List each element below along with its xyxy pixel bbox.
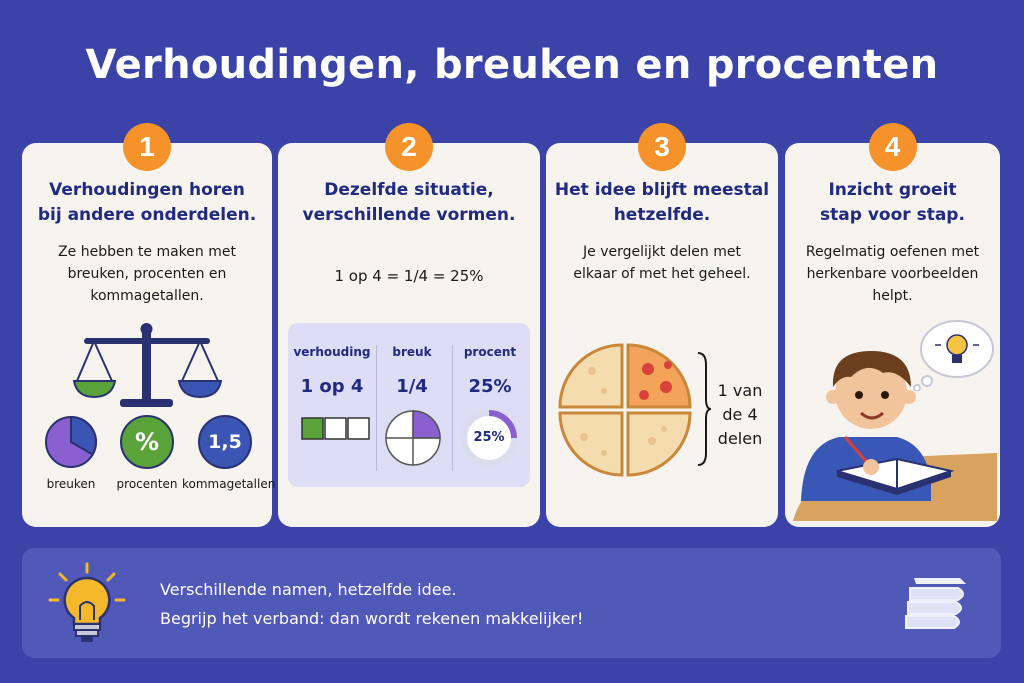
card-4: 4 Inzicht groeit stap voor stap. Regelma…	[785, 123, 1000, 527]
decimal-icon: 1,5	[198, 415, 252, 469]
col-header-breuk: breuk	[392, 345, 432, 359]
student-reading-illustration	[793, 351, 997, 521]
page-title: Verhoudingen, breuken en procenten	[85, 42, 939, 88]
step-badge-2: 2	[385, 123, 433, 171]
pizza-label-line: delen	[717, 429, 763, 448]
card-4-text-line: Regelmatig oefenen met	[805, 244, 980, 260]
col-header-verhouding: verhouding	[293, 345, 371, 359]
percent-ring-icon: 25%	[460, 409, 518, 467]
value-breuk: 1/4	[396, 376, 428, 397]
card-1-text-line: kommagetallen.	[90, 288, 204, 304]
card-4-text-line: herkenbare voorbeelden	[806, 266, 979, 282]
percent-ring-label: 25%	[473, 430, 505, 445]
card-3-title-line2: hetzelfde.	[613, 205, 711, 225]
footer-banner: Verschillende namen, hetzelfde idee. Beg…	[22, 548, 1001, 658]
card-4-title-line1: Inzicht groeit	[828, 180, 957, 200]
pizza-icon	[558, 343, 692, 477]
ratio-blocks-icon	[301, 417, 370, 440]
value-verhouding: 1 op 4	[300, 376, 364, 397]
step-badge-4: 4	[868, 123, 917, 171]
card-3: 3 Het idee blijft meestal hetzelfde. Je …	[546, 123, 778, 527]
column-divider	[452, 345, 453, 471]
thought-bubble-icon	[913, 320, 994, 391]
card-4-text-line: helpt.	[872, 288, 913, 304]
card-1: 1 Verhoudingen horen bij andere onderdel…	[22, 123, 276, 527]
card-3-text-line: elkaar of met het geheel.	[573, 266, 751, 282]
equation-text: 1 op 4 = 1/4 = 25%	[334, 267, 484, 285]
books-stack-icon	[905, 578, 966, 629]
card-2-title-line1: Dezelfde situatie,	[324, 180, 494, 200]
pizza-fraction-label: 1 van de 4 delen	[712, 379, 768, 451]
representation-panel: verhouding breuk procent 1 op 4 1/4 25% …	[288, 323, 530, 487]
percent-ring-shape	[461, 410, 517, 466]
card-4-text: Regelmatig oefenen met herkenbare voorbe…	[797, 241, 988, 307]
value-procent: 25%	[468, 376, 512, 397]
card-1-text: Ze hebben te maken met breuken, procente…	[34, 241, 260, 307]
card-2-title: Dezelfde situatie, verschillende vormen.	[286, 178, 532, 228]
icon-label-breuken: breuken	[46, 477, 96, 491]
card-1-title-line1: Verhoudingen horen	[49, 180, 245, 200]
curly-brace-icon	[697, 352, 712, 466]
step-badge-3: 3	[638, 123, 686, 171]
card-1-text-line: Ze hebben te maken met	[58, 244, 236, 260]
pie-icon	[45, 415, 97, 468]
icon-label-kommagetallen: kommagetallen	[182, 477, 276, 491]
card-1-title: Verhoudingen horen bij andere onderdelen…	[30, 178, 264, 228]
pizza-label-line: de 4	[722, 405, 758, 424]
card-2-title-line2: verschillende vormen.	[302, 205, 516, 225]
card-3-title-line1: Het idee blijft meestal	[554, 180, 770, 200]
card-4-title-line2: stap voor stap.	[820, 205, 965, 225]
col-header-procent: procent	[463, 345, 517, 359]
step-badge-1: 1	[123, 123, 171, 171]
card-3-text-line: Je vergelijkt delen met	[583, 244, 741, 260]
pizza-label-line: 1 van	[717, 381, 763, 400]
footer-line-1: Verschillende namen, hetzelfde idee.	[160, 580, 457, 599]
fraction-circle-icon	[385, 410, 441, 466]
card-1-title-line2: bij andere onderdelen.	[37, 205, 257, 225]
icon-label-procenten: procenten	[116, 477, 178, 491]
card-2: 2 Dezelfde situatie, verschillende vorme…	[278, 123, 540, 527]
column-divider	[376, 345, 377, 471]
card-4-title: Inzicht groeit stap voor stap.	[793, 178, 992, 228]
lightbulb-icon	[48, 562, 126, 642]
card-1-text-line: breuken, procenten en	[67, 266, 227, 282]
percent-icon: %	[120, 415, 174, 469]
footer-line-2: Begrijp het verband: dan wordt rekenen m…	[160, 609, 584, 628]
card-3-title: Het idee blijft meestal hetzelfde.	[554, 178, 770, 228]
balance-scale-icon	[72, 323, 222, 407]
card-3-text: Je vergelijkt delen met elkaar of met he…	[558, 241, 766, 285]
